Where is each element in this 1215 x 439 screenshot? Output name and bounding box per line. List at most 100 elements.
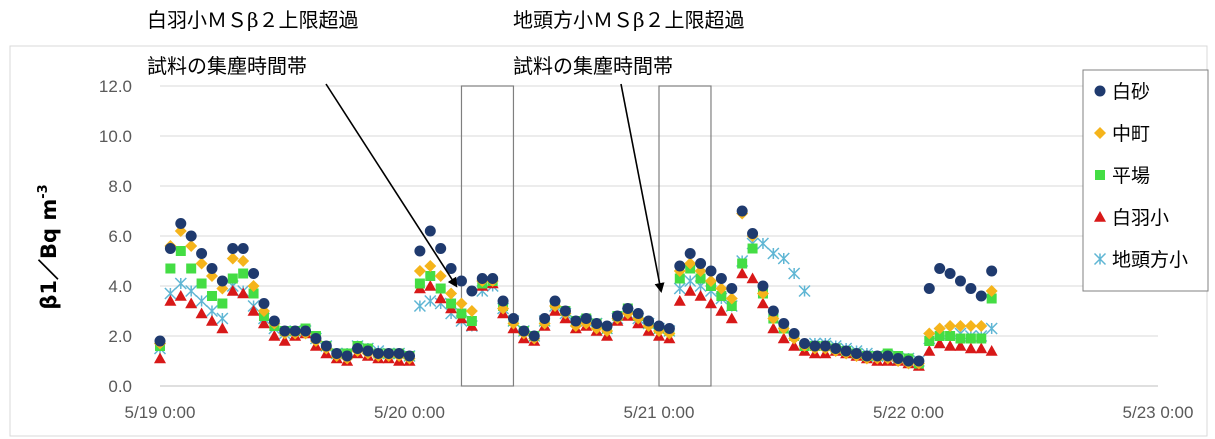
data-point [965, 333, 976, 344]
data-point [279, 325, 291, 337]
legend-marker-1 [1094, 85, 1106, 97]
data-point [871, 350, 883, 362]
data-point [175, 218, 187, 229]
data-point [715, 273, 727, 284]
highlight-box-2 [658, 85, 712, 387]
data-point [238, 268, 249, 279]
data-point [663, 323, 675, 334]
data-point [715, 282, 728, 295]
data-point [580, 313, 592, 324]
data-point [976, 333, 987, 344]
data-point [954, 320, 967, 332]
data-point [725, 292, 738, 305]
data-point [539, 313, 551, 324]
data-point [944, 340, 957, 351]
data-point [975, 290, 987, 302]
legend-label-1: 白砂 [1112, 81, 1150, 103]
data-point [913, 355, 925, 367]
data-point [414, 245, 426, 257]
data-point [704, 275, 717, 287]
data-point [237, 255, 250, 267]
data-point [923, 327, 936, 340]
data-point [341, 350, 353, 362]
data-point [186, 263, 197, 274]
data-point [601, 320, 613, 332]
y-tick-label: 2.0 [108, 327, 132, 346]
annotation-1-arrow [325, 83, 458, 288]
data-point [965, 283, 977, 294]
legend-label-5: 地頭方小 [1112, 249, 1188, 271]
data-point [164, 243, 176, 254]
highlight-boxes [460, 85, 712, 387]
data-point [154, 352, 166, 364]
data-point [165, 263, 176, 274]
data-point [986, 293, 997, 304]
data-point [175, 246, 186, 256]
data-point [695, 273, 706, 284]
data-point [362, 345, 374, 357]
data-point [944, 268, 956, 279]
data-point [352, 343, 364, 354]
data-point [673, 295, 686, 306]
x-tick-label: 5/19 0:00 [125, 403, 196, 422]
y-axis-ticks: 0.0 2.0 4.0 6.0 8.0 10.0 12.0 [99, 77, 132, 396]
data-point [414, 278, 425, 289]
data-point [446, 298, 457, 309]
data-point [684, 257, 697, 270]
data-point [798, 284, 811, 298]
data-point [237, 287, 250, 299]
data-point [851, 348, 863, 359]
data-point [653, 320, 665, 332]
data-point [954, 275, 966, 287]
annotation-1-line-2: 試料の集塵時間帯 [147, 54, 307, 78]
data-point [455, 275, 467, 287]
y-tick-label: 8.0 [108, 177, 132, 196]
data-series [153, 205, 998, 371]
data-point [434, 292, 447, 304]
data-point [216, 322, 229, 334]
data-point [964, 320, 977, 332]
data-point [684, 285, 697, 296]
data-point [434, 270, 447, 282]
data-point [248, 268, 260, 279]
data-point [695, 258, 707, 269]
data-point [788, 340, 801, 351]
data-point [892, 353, 904, 364]
data-point [737, 258, 748, 269]
data-point [747, 228, 759, 239]
data-point [716, 291, 727, 301]
data-point [819, 340, 831, 352]
data-point [456, 308, 467, 319]
data-point [985, 285, 998, 297]
annotation-2-line-1: 地頭方小ＭＳβ２上限超過 [513, 8, 745, 32]
data-point [216, 275, 228, 287]
data-point [882, 350, 894, 362]
y-axis-label: β1／Bq m-3 [36, 184, 61, 309]
data-point [195, 307, 208, 319]
series-5 [153, 237, 998, 368]
data-point [320, 340, 332, 352]
data-point [528, 330, 540, 342]
data-point [424, 280, 437, 291]
data-point [944, 320, 957, 332]
data-point [788, 267, 801, 280]
data-point [465, 305, 478, 317]
data-point [164, 295, 177, 306]
annotation-2-arrow [620, 83, 665, 293]
legend-marker-4 [1094, 211, 1106, 222]
data-point [206, 263, 218, 274]
data-point [205, 315, 218, 326]
data-point [684, 274, 697, 288]
data-point [331, 348, 343, 359]
data-point [435, 243, 447, 254]
data-point [726, 301, 737, 311]
data-point [923, 345, 936, 356]
data-point [924, 336, 935, 346]
x-tick-label: 5/20 0:00 [374, 403, 445, 422]
data-point [975, 320, 988, 332]
data-point [746, 272, 759, 284]
data-point [216, 312, 229, 325]
annotation-2-line-2: 試料の集塵時間帯 [513, 54, 673, 78]
legend-marker-5 [1093, 252, 1107, 266]
